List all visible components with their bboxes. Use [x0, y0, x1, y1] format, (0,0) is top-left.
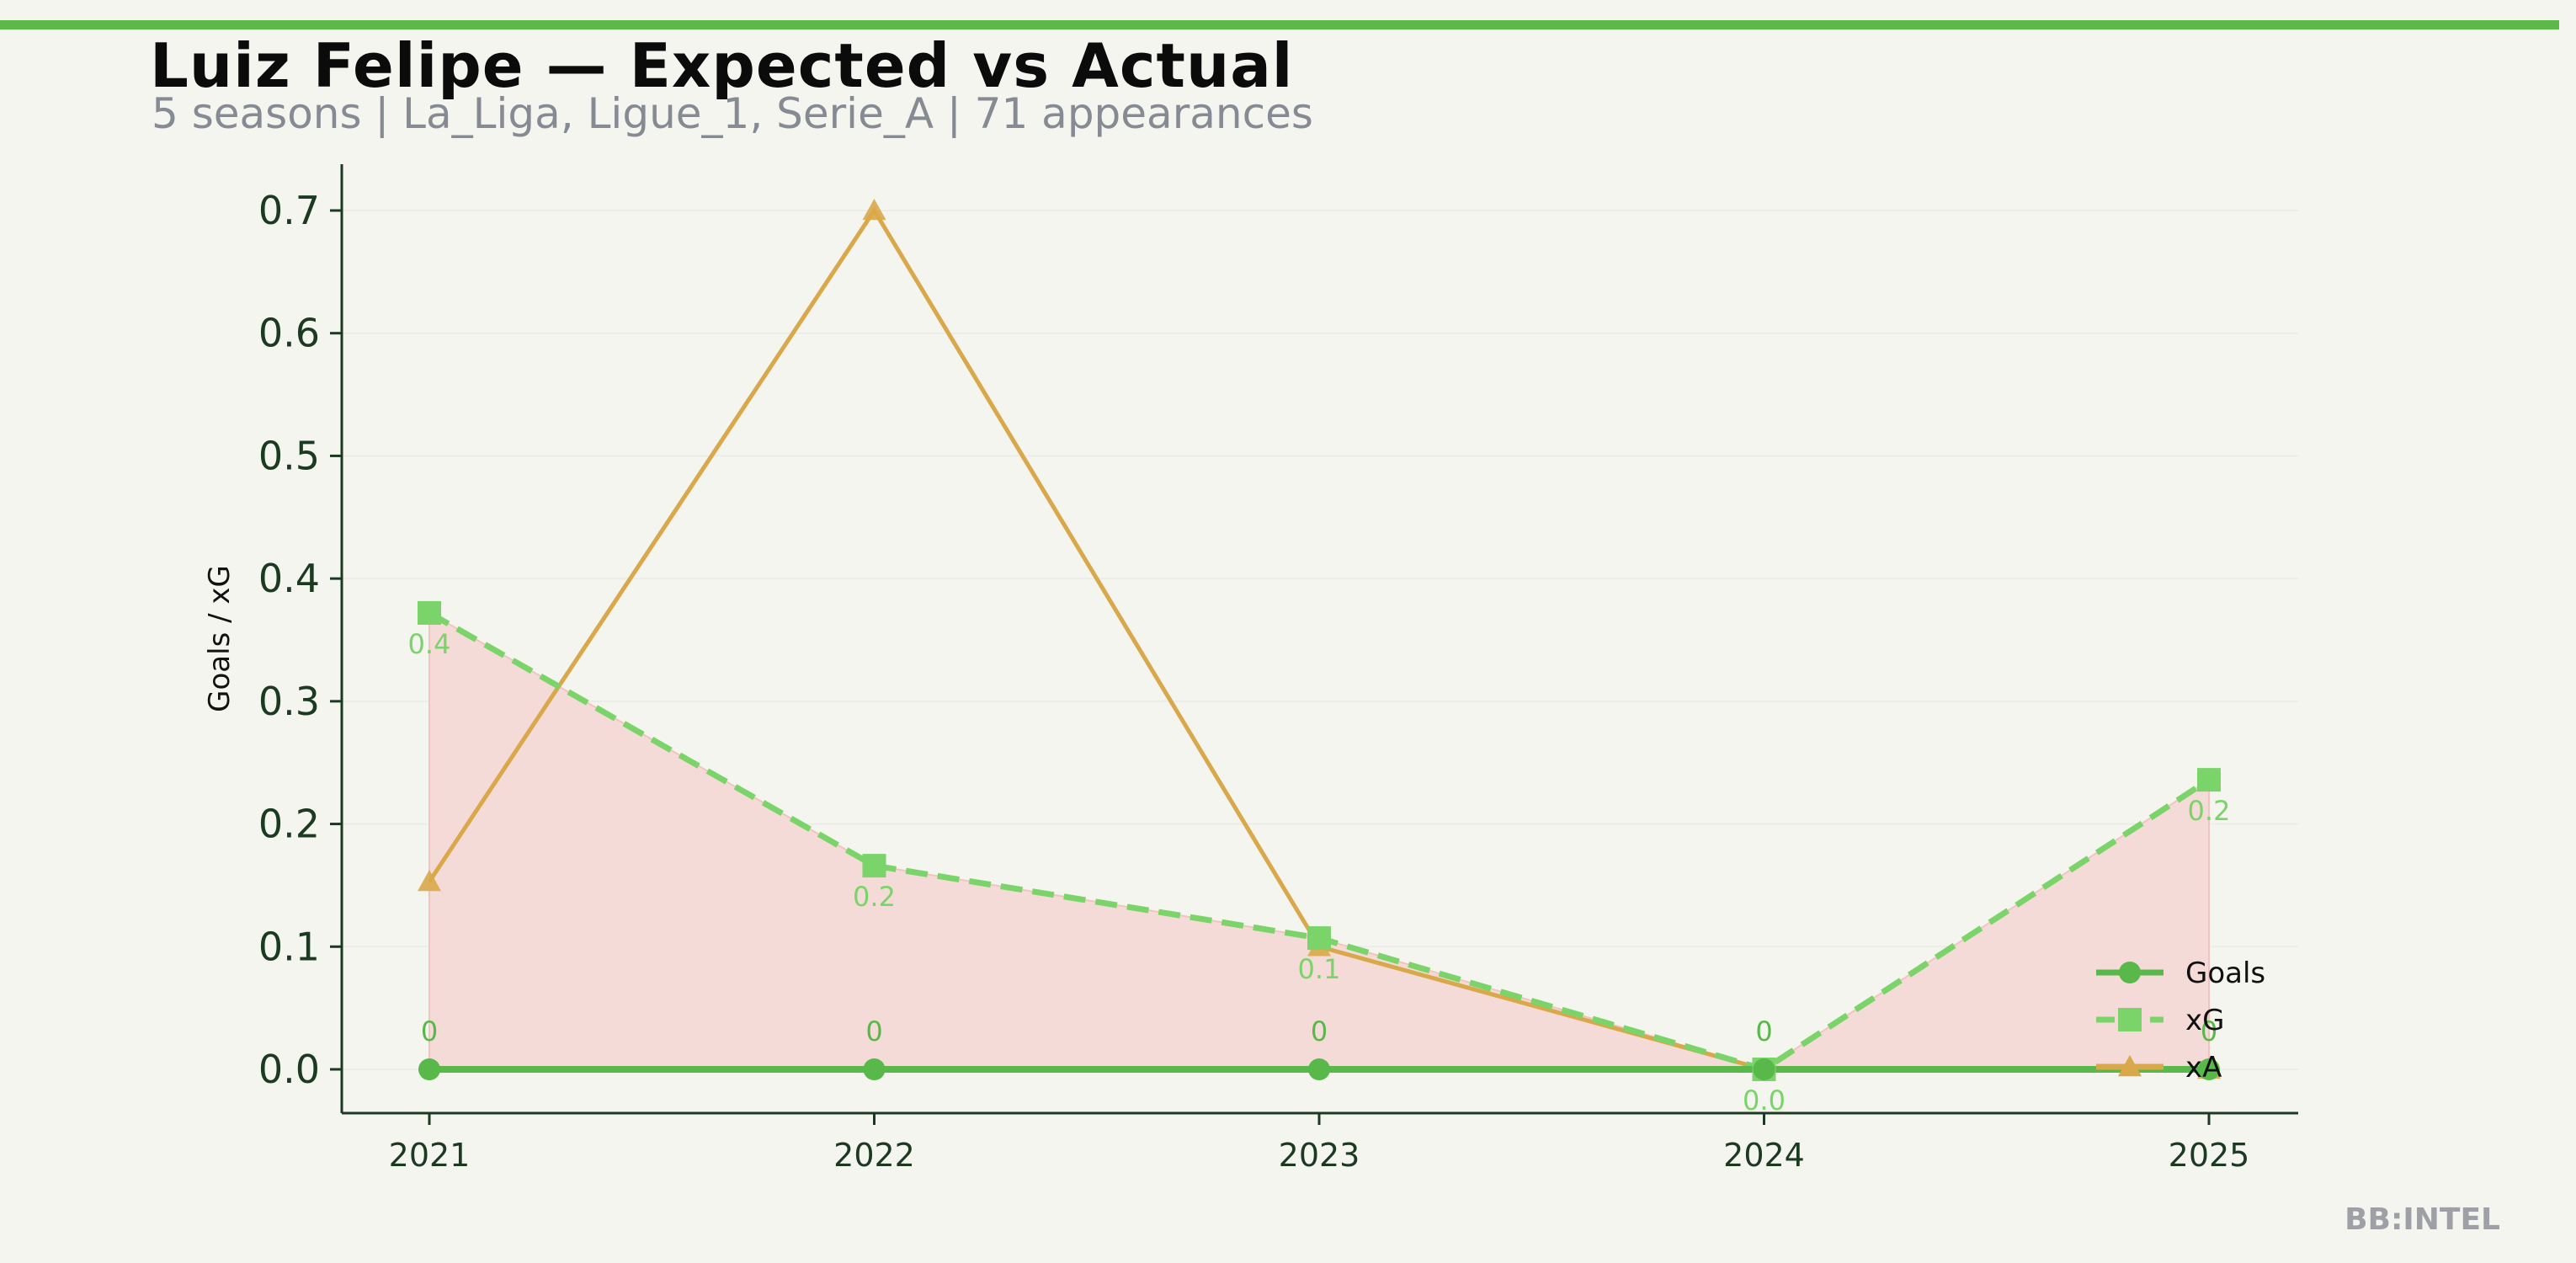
- legend-marker-goals: [2119, 962, 2141, 983]
- xg-point-1: [863, 854, 886, 877]
- legend-marker-xg: [2118, 1008, 2142, 1031]
- goals-data-label-3: 0: [1755, 1015, 1772, 1047]
- y-tick-label-7: 0.7: [258, 188, 320, 233]
- goals-point-3: [1754, 1058, 1775, 1080]
- x-tick-label-4: 2025: [2169, 1137, 2250, 1174]
- y-tick-label-2: 0.2: [258, 802, 320, 847]
- legend-label-xa: xA: [2185, 1051, 2222, 1084]
- x-tick-label-3: 2024: [1723, 1137, 1805, 1174]
- legend-label-xg: xG: [2185, 1004, 2224, 1037]
- y-axis-label: Goals / xG: [203, 565, 237, 712]
- xg-point-4: [2197, 768, 2221, 791]
- legend-label-goals: Goals: [2185, 957, 2265, 990]
- goals-data-label-0: 0: [421, 1015, 438, 1047]
- y-tick-label-6: 0.6: [258, 311, 320, 356]
- goals-data-label-1: 0: [865, 1015, 882, 1047]
- xg-point-0: [418, 601, 441, 625]
- xg-data-label-2: 0.1: [1298, 953, 1341, 985]
- y-tick-label-5: 0.5: [258, 433, 320, 478]
- y-tick-label-4: 0.4: [258, 556, 320, 601]
- y-tick-label-0: 0.0: [258, 1047, 320, 1092]
- xg-point-2: [1307, 926, 1331, 950]
- y-tick-label-3: 0.3: [258, 679, 320, 724]
- brand-watermark: BB:INTEL: [2344, 1202, 2500, 1237]
- xg-data-label-1: 0.2: [853, 881, 896, 913]
- xg-data-label-3: 0.0: [1743, 1084, 1786, 1116]
- shaded-area: [429, 613, 2209, 1069]
- x-tick-label-1: 2022: [833, 1137, 915, 1174]
- xg-data-label-4: 0.2: [2188, 795, 2231, 827]
- x-tick-label-0: 2021: [389, 1137, 471, 1174]
- goals-point-0: [418, 1058, 440, 1080]
- xg-data-label-0: 0.4: [408, 628, 451, 660]
- goals-data-label-2: 0: [1311, 1015, 1328, 1047]
- goals-point-1: [864, 1058, 886, 1080]
- x-tick-label-2: 2023: [1279, 1137, 1360, 1174]
- goals-point-2: [1308, 1058, 1330, 1080]
- xa-point-1: [863, 199, 886, 220]
- y-tick-label-1: 0.1: [258, 924, 320, 969]
